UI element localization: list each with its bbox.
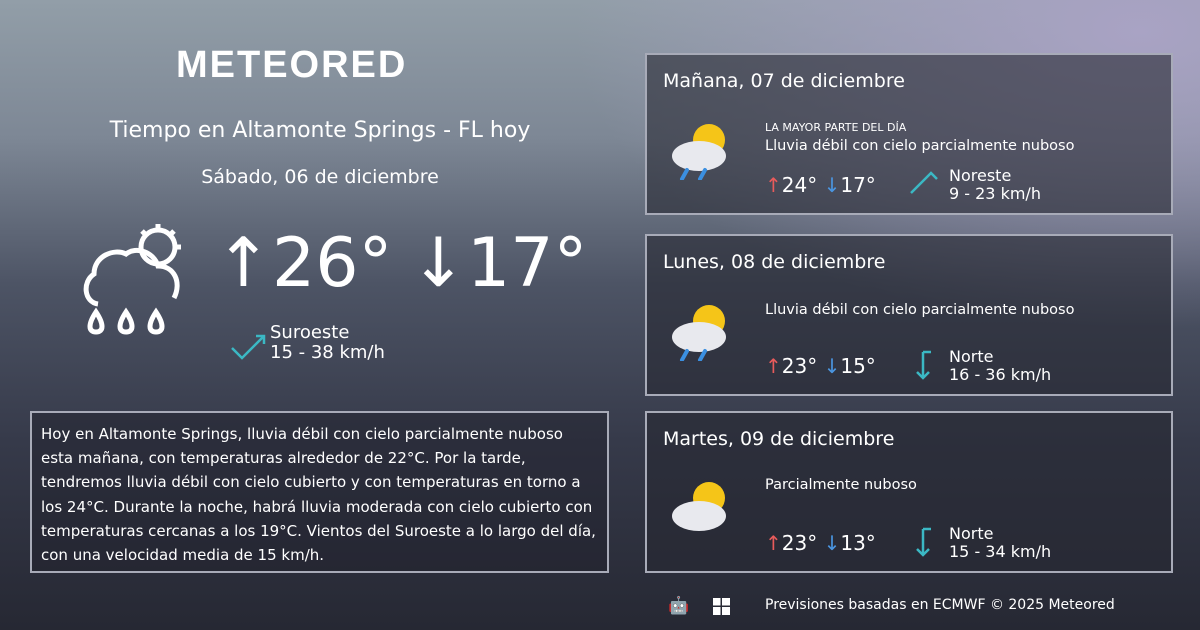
- today-wind: Suroeste 15 - 38 km/h: [270, 323, 385, 363]
- wind-direction: Noreste: [949, 166, 1012, 185]
- meteored-logo: METEORED: [176, 44, 408, 86]
- max-value: 24°: [781, 173, 818, 197]
- card-temps: ↑23° ↓13°: [765, 531, 876, 555]
- wind-speed: 16 - 36 km/h: [949, 365, 1052, 384]
- footer-credits: Previsiones basadas en ECMWF © 2025 Mete…: [765, 597, 1115, 613]
- android-icon[interactable]: 🤖: [668, 596, 690, 616]
- today-max-temp: ↑26°: [215, 224, 393, 303]
- card-wind: Norte 15 - 34 km/h: [949, 525, 1051, 561]
- wind-direction: Norte: [949, 347, 994, 366]
- wind-speed: 9 - 23 km/h: [949, 184, 1041, 203]
- wind-arrow-icon: [916, 527, 931, 557]
- min-value: 15°: [840, 354, 876, 378]
- sun-cloud-icon: [672, 482, 726, 531]
- rain-sun-cloud-icon: [672, 305, 726, 361]
- forecast-card[interactable]: Martes, 09 de diciembre Parcialmente nub…: [645, 411, 1173, 573]
- min-value: 17°: [466, 224, 588, 303]
- wind-direction: Suroeste: [270, 322, 350, 343]
- forecast-card[interactable]: Lunes, 08 de diciembre Lluvia débil con …: [645, 234, 1173, 396]
- card-temps: ↑24° ↓17°: [765, 173, 876, 197]
- app-links: 🤖: [668, 596, 731, 616]
- min-value: 17°: [840, 173, 876, 197]
- wind-speed: 15 - 34 km/h: [949, 542, 1052, 561]
- wind-arrow-icon: [916, 350, 931, 380]
- forecast-card[interactable]: Mañana, 07 de diciembre LA MAYOR PARTE D…: [645, 53, 1173, 215]
- card-condition: Lluvia débil con cielo parcialmente nubo…: [765, 138, 1075, 154]
- page-title: Tiempo en Altamonte Springs - FL hoy: [109, 118, 531, 143]
- today-min-temp: ↓17°: [410, 224, 588, 303]
- wind-speed: 15 - 38 km/h: [270, 342, 385, 363]
- card-temps: ↑23° ↓15°: [765, 354, 876, 378]
- wind-direction: Norte: [949, 524, 994, 543]
- max-value: 26°: [271, 224, 393, 303]
- max-value: 23°: [781, 531, 818, 555]
- card-wind: Norte 16 - 36 km/h: [949, 348, 1051, 384]
- min-value: 13°: [840, 531, 876, 555]
- card-title: Mañana, 07 de diciembre: [663, 70, 905, 92]
- day-description: Hoy en Altamonte Springs, lluvia débil c…: [30, 411, 609, 573]
- card-title: Martes, 09 de diciembre: [663, 428, 895, 450]
- windows-icon[interactable]: [713, 598, 731, 615]
- wind-arrow-icon: [231, 334, 266, 360]
- card-title: Lunes, 08 de diciembre: [663, 251, 886, 273]
- max-value: 23°: [781, 354, 818, 378]
- wind-arrow-icon: [910, 171, 938, 194]
- rain-sun-cloud-icon: [672, 124, 726, 180]
- card-condition: Lluvia débil con cielo parcialmente nubo…: [765, 302, 1075, 318]
- card-label: LA MAYOR PARTE DEL DÍA: [765, 121, 907, 134]
- today-date: Sábado, 06 de diciembre: [201, 166, 439, 188]
- card-condition: Parcialmente nuboso: [765, 477, 917, 493]
- card-wind: Noreste 9 - 23 km/h: [949, 167, 1041, 203]
- rain-partly-cloudy-icon: [83, 224, 181, 335]
